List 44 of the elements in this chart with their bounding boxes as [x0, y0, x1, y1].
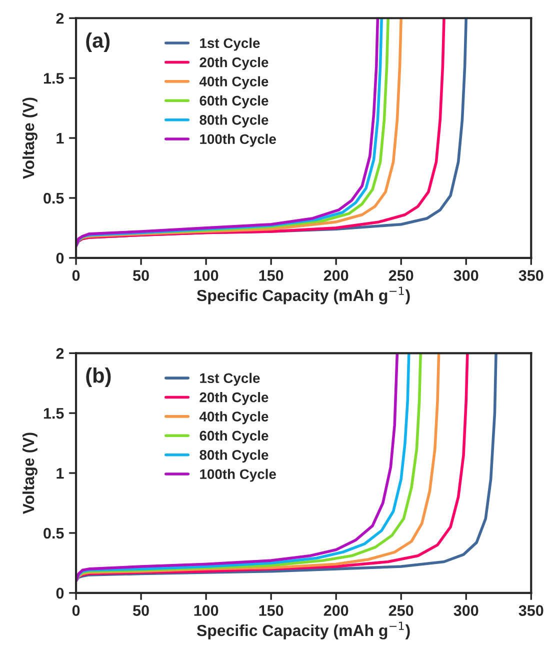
x-tick-label: 250	[388, 270, 414, 281]
x-tick-label: 250	[388, 605, 414, 616]
legend-label: 60th Cycle	[200, 430, 268, 444]
annotation: (a)	[86, 32, 110, 52]
y-tick-label: 1	[56, 133, 64, 144]
legend-label: 80th Cycle	[200, 114, 268, 128]
x-tick-label: 150	[259, 605, 284, 616]
legend-label: 1st Cycle	[200, 38, 260, 51]
legend-label: 40th Cycle	[199, 76, 268, 90]
y-tick-label: 2	[56, 13, 64, 24]
x-tick-label: 50	[133, 605, 149, 616]
legend-label: 20th Cycle	[200, 392, 268, 405]
y-tick-label: 0	[56, 588, 64, 599]
x-axis-title: Specific Capacity (mAh g$^{−1}$)	[196, 286, 410, 304]
x-tick-label: 300	[454, 605, 478, 616]
y-tick-label: 1.5	[44, 73, 64, 84]
x-tick-label: 100	[194, 270, 218, 281]
legend-label: 1st Cycle	[200, 372, 260, 386]
x-tick-label: 350	[518, 605, 544, 616]
x-axis-title: Specific Capacity (mAh g$^{−1}$)	[196, 622, 410, 640]
y-axis-title: Voltage (V)	[22, 432, 38, 514]
x-tick-label: 300	[454, 270, 478, 281]
x-tick-label: 200	[324, 605, 348, 616]
y-tick-label: 0.5	[44, 528, 64, 539]
y-tick-label: 1	[56, 468, 64, 479]
x-tick-label: 50	[133, 270, 149, 281]
x-tick-label: 150	[259, 270, 284, 281]
x-tick-label: 0	[72, 605, 80, 616]
y-tick-label: 0	[56, 252, 64, 264]
x-tick-label: 200	[324, 270, 348, 281]
x-tick-label: 350	[518, 270, 544, 281]
legend-label: 40th Cycle	[199, 411, 268, 424]
y-tick-label: 0.5	[44, 192, 64, 204]
legend-label: 60th Cycle	[200, 95, 268, 108]
annotation: (b)	[86, 368, 111, 387]
legend-label: 80th Cycle	[200, 450, 268, 463]
y-axis-title: Voltage (V)	[22, 98, 38, 180]
x-tick-label: 100	[194, 605, 218, 616]
legend-label: 100th Cycle	[200, 134, 276, 147]
legend-label: 20th Cycle	[200, 57, 268, 70]
y-tick-label: 1.5	[44, 408, 64, 419]
x-tick-label: 0	[72, 270, 80, 281]
y-tick-label: 2	[56, 348, 64, 359]
legend-label: 100th Cycle	[200, 468, 276, 482]
